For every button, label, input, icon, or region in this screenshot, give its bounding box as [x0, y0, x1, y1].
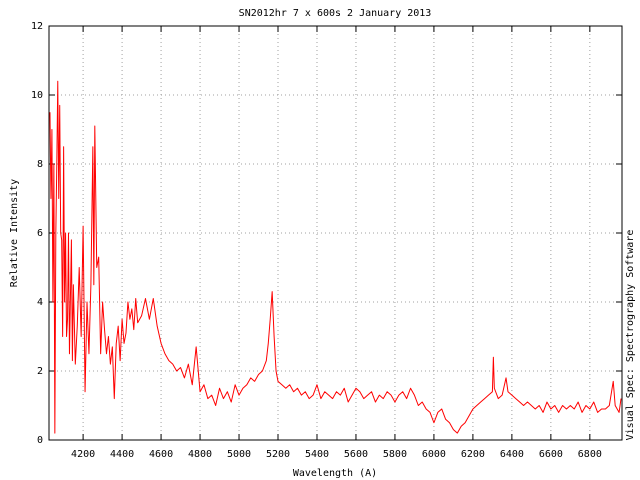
- y-tick-label: 12: [31, 21, 43, 32]
- x-tick-label: 4400: [110, 449, 134, 460]
- x-axis-label: Wavelength (A): [293, 468, 377, 479]
- x-tick-label: 5200: [266, 449, 290, 460]
- plot-frame: [48, 25, 623, 441]
- x-tick-label: 6800: [578, 449, 602, 460]
- y-tick-label: 8: [37, 159, 43, 170]
- x-tick-label: 5600: [344, 449, 368, 460]
- x-tick-label: 5800: [383, 449, 407, 460]
- x-tick-label: 5400: [305, 449, 329, 460]
- y-tick-label: 4: [37, 297, 43, 308]
- y-axis-label: Relative Intensity: [9, 179, 20, 287]
- x-tick-label: 5000: [227, 449, 251, 460]
- x-tick-label: 6600: [539, 449, 563, 460]
- side-note: Visual Spec: Spectrography Software: [625, 230, 636, 441]
- x-tick-label: 6000: [422, 449, 446, 460]
- x-tick-label: 6400: [500, 449, 524, 460]
- spectrum-line: [49, 80, 622, 434]
- x-tick-label: 6200: [461, 449, 485, 460]
- y-tick-label: 6: [37, 228, 43, 239]
- chart-title: SN2012hr 7 x 600s 2 January 2013: [239, 8, 432, 19]
- x-tick-label: 4200: [71, 449, 95, 460]
- x-tick-label: 4600: [149, 449, 173, 460]
- y-tick-label: 2: [37, 366, 43, 377]
- y-tick-label: 0: [37, 435, 43, 446]
- y-tick-label: 10: [31, 90, 43, 101]
- x-tick-label: 4800: [188, 449, 212, 460]
